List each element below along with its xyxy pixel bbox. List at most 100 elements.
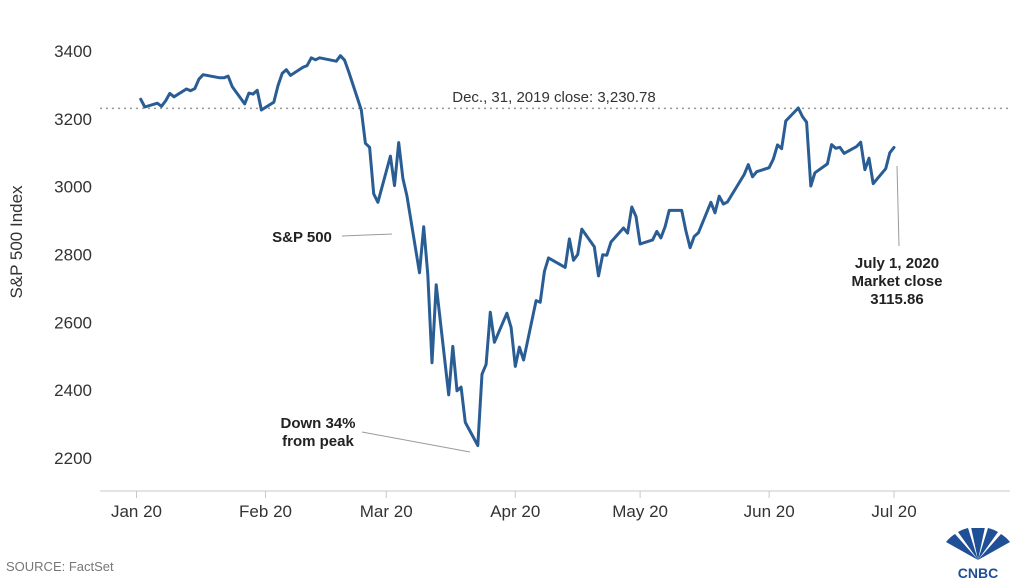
data-point [834,147,837,150]
data-point [401,177,405,180]
data-point [518,345,521,349]
data-point [160,105,163,108]
data-point [668,209,671,212]
data-point [680,209,683,212]
data-point [368,146,371,149]
data-point [156,102,159,105]
data-point [726,200,729,204]
data-point [172,95,176,99]
data-point [393,184,396,187]
data-point [305,64,309,67]
data-point [743,173,746,176]
data-point [747,163,750,166]
data-point [884,167,887,170]
data-point [201,73,205,76]
data-point [863,168,867,171]
data-point [418,271,421,274]
annotation-trough: Down 34% [280,415,355,432]
data-point [426,273,429,276]
data-point [547,256,550,260]
data-point [222,76,226,80]
data-point [663,225,667,228]
y-tick-label: 2800 [54,246,92,265]
data-point [276,84,280,87]
data-point [218,76,221,80]
data-point [872,182,875,185]
reference-line-label: Dec., 31, 2019 close: 3,230.78 [452,89,655,106]
data-point [168,92,171,95]
data-point [867,157,871,160]
series-layer [139,54,896,447]
x-tick-label: Mar 20 [360,502,413,521]
data-point [260,108,263,112]
data-point [609,240,613,244]
data-point [372,192,375,195]
data-point [243,102,246,106]
reference-line: Dec., 31, 2019 close: 3,230.78 [100,89,1010,110]
data-point [838,146,842,149]
data-point [630,205,633,209]
annotations: S&P 500 Down 34%from peak July 1, 2020Mark… [272,165,943,453]
data-point [247,91,251,95]
data-point [572,259,575,262]
data-point [484,363,488,366]
data-point [539,301,542,304]
data-point [842,152,846,155]
y-axis: 2200 2400 2600 2800 3000 3200 3400 [54,42,92,468]
data-point [709,201,713,204]
data-point [576,253,579,256]
data-point [189,89,192,92]
data-point [347,70,350,74]
data-point [430,361,434,364]
data-point [376,201,380,204]
x-tick-label: Apr 20 [490,502,540,521]
data-point [343,59,346,62]
y-tick-label: 3200 [54,110,92,129]
data-point [455,389,459,392]
data-point [256,89,259,92]
y-tick-label: 3000 [54,178,92,197]
data-point [281,72,284,75]
data-point [451,345,454,348]
data-point [776,143,779,147]
data-point [514,365,517,368]
data-point [655,230,658,233]
annotation-last-close: 3115.86 [870,291,923,308]
annotation-last-close: Market close [852,273,943,290]
data-point [659,236,663,240]
x-tick-label: Jun 20 [744,502,795,521]
data-point [534,299,538,302]
data-point [185,87,188,91]
data-point [638,242,642,246]
y-tick-label: 2400 [54,381,92,400]
data-point [855,145,858,148]
data-point [459,385,463,389]
data-point [892,146,896,149]
data-point [397,141,400,144]
data-point [767,166,771,169]
data-point [697,231,700,234]
data-point [601,253,604,256]
y-axis-label: S&P 500 Index [7,185,26,299]
data-point [314,58,317,61]
data-point [476,444,479,447]
data-point [364,142,367,145]
data-point [435,283,438,286]
data-point [251,92,255,96]
y-tick-label: 3400 [54,42,92,61]
data-point [780,147,783,150]
data-point [805,121,808,124]
x-tick-label: May 20 [612,502,668,521]
data-point [464,421,467,424]
annotation-series-label: S&P 500 [272,229,332,246]
x-tick-label: Jan 20 [111,502,162,521]
source-note: SOURCE: FactSet [6,559,114,574]
data-point [335,60,338,63]
data-point [597,274,600,278]
y-tick-label: 2600 [54,313,92,332]
data-point [755,170,758,173]
annotation-leader [896,165,900,247]
data-point [784,119,787,123]
data-point [809,184,812,188]
